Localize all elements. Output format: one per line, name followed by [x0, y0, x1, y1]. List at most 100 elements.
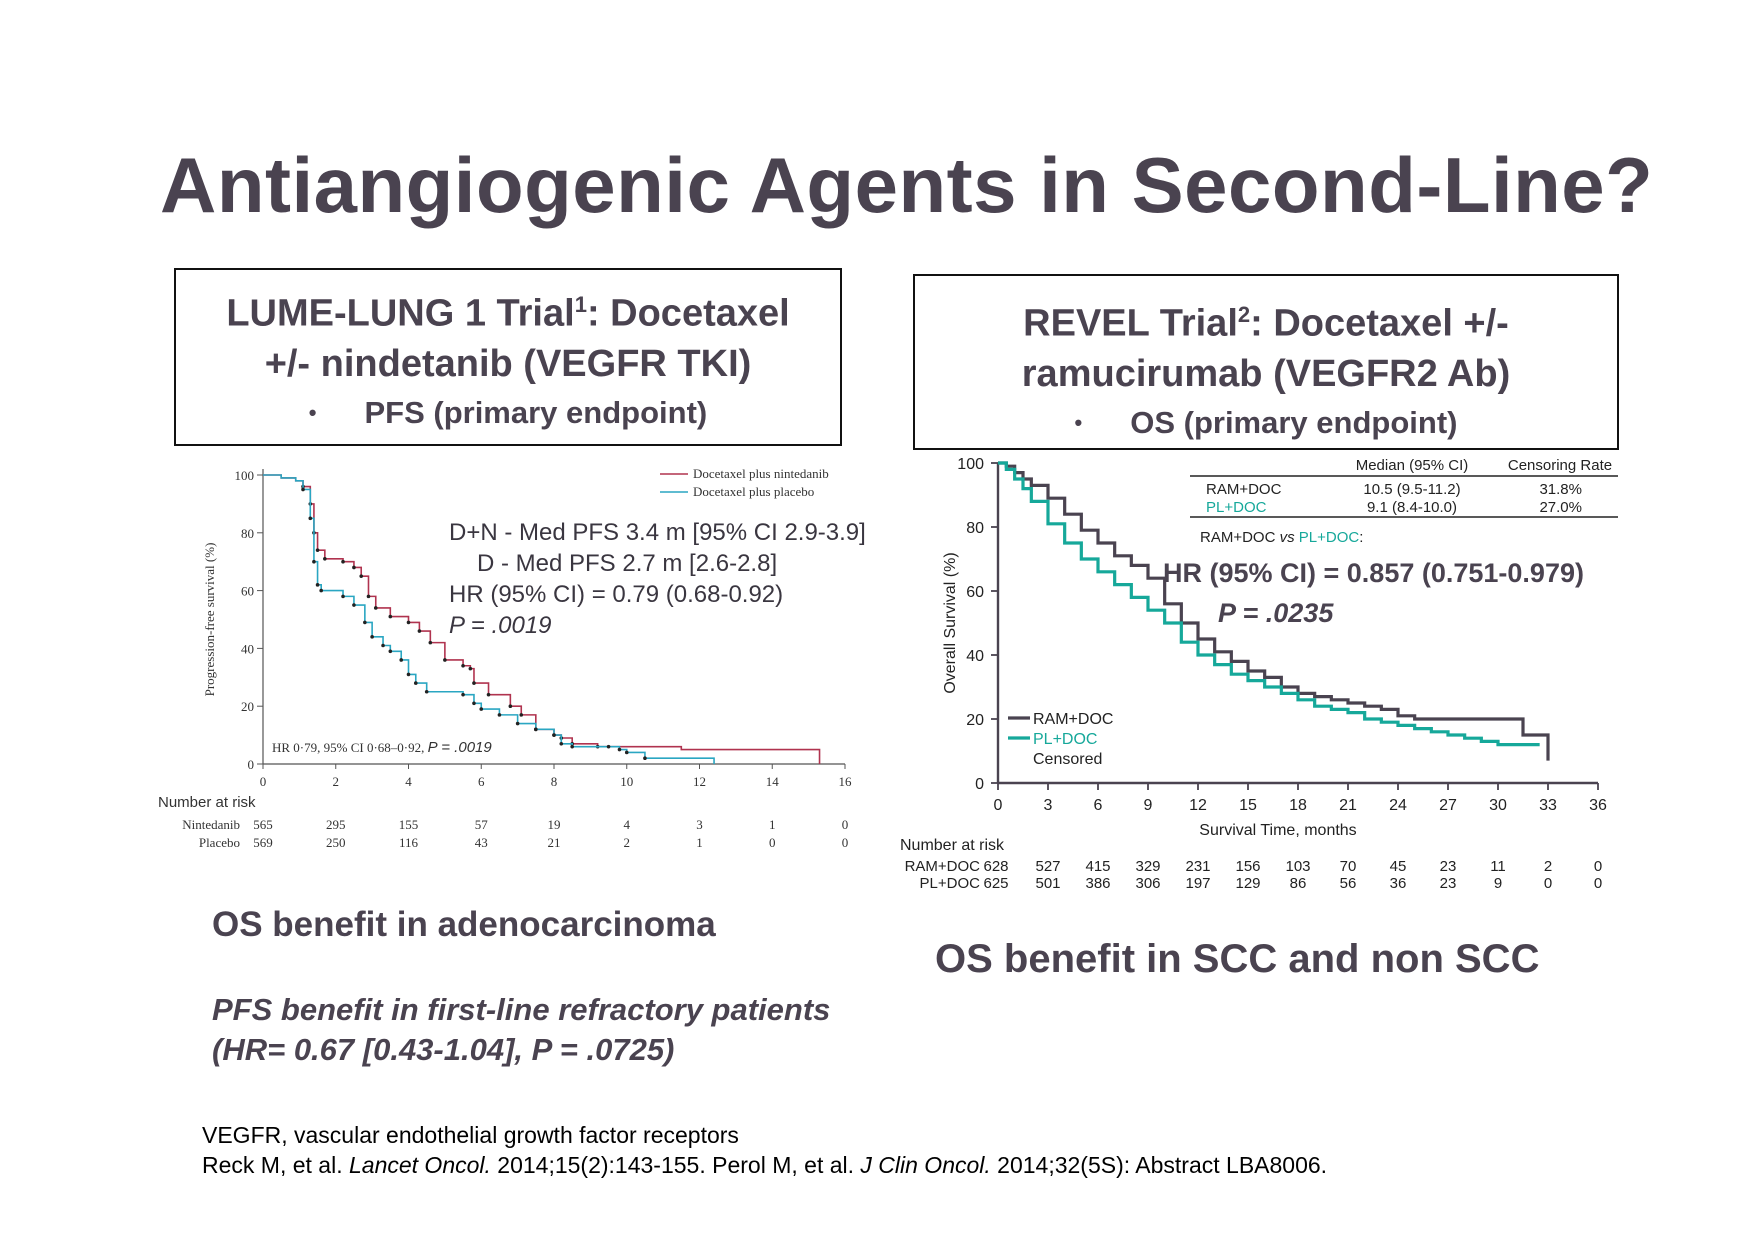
os-series-line-1 [998, 461, 1540, 747]
os-hr-text: HR (95% CI) = 0.857 (0.751-0.979) [1163, 558, 1584, 588]
pfs-censor-mark [352, 565, 356, 570]
pfs-censor-mark [399, 658, 404, 662]
pfs-censor-mark [552, 733, 556, 737]
os-y-tick-label: 0 [975, 776, 984, 793]
os-risk-value: 9 [1494, 875, 1502, 892]
pfs-censor-mark [323, 557, 327, 561]
pfs-censor-mark [443, 658, 447, 662]
os-risk-row-label: PL+DOC [920, 875, 981, 892]
revel-trial-heading: REVEL Trial2: Docetaxel +/- [915, 290, 1617, 349]
os-x-tick-label: 0 [994, 797, 1003, 814]
pfs-risk-value: 2 [624, 835, 631, 850]
pfs-censor-mark [312, 559, 316, 564]
os-risk-value: 129 [1235, 875, 1260, 892]
pfs-censor-mark [319, 588, 324, 593]
os-x-tick-label: 9 [1144, 797, 1153, 814]
pfs-censor-mark [643, 756, 647, 761]
os-table-row-rate: 27.0% [1539, 499, 1582, 516]
os-table-row-rate: 31.8% [1539, 481, 1582, 498]
pfs-risk-value: 1 [769, 817, 776, 832]
os-x-tick-label: 6 [1094, 797, 1103, 814]
os-risk-value: 625 [983, 875, 1008, 892]
os-y-tick-label: 100 [957, 456, 984, 473]
pfs-x-tick-label: 16 [839, 774, 853, 789]
pfs-risk-value: 0 [842, 835, 849, 850]
pfs-x-tick-label: 12 [693, 774, 706, 789]
os-risk-value: 0 [1544, 875, 1552, 892]
os-x-tick-label: 36 [1589, 797, 1607, 814]
pfs-y-tick-label: 20 [241, 699, 254, 714]
os-x-axis-label: Survival Time, months [1199, 822, 1356, 839]
footer-abbrev: VEGFR, vascular endothelial growth facto… [202, 1122, 739, 1148]
os-adeno-note: OS benefit in adenocarcinoma [212, 905, 716, 944]
bullet-icon: • [1074, 409, 1083, 435]
os-legend-label: RAM+DOC [1033, 711, 1113, 728]
footer-ref-journal1: Lancet Oncol. [348, 1152, 491, 1178]
os-risk-value: 628 [983, 858, 1008, 875]
pfs-risk-value: 21 [548, 835, 561, 850]
lume-lung-trial-drug: : Docetaxel [586, 292, 790, 335]
pfs-censor-mark [519, 713, 524, 717]
os-legend-label: PL+DOC [1033, 731, 1097, 748]
pfs-inline-hr-p: P = .0019 [428, 739, 493, 756]
pfs-censor-mark [617, 747, 622, 752]
os-series-line-0 [998, 461, 1550, 761]
pfs-x-tick-label: 0 [260, 774, 267, 789]
pfs-legend-label: Docetaxel plus placebo [693, 484, 814, 499]
footer-ref-b: 2014;15(2):143-155. Perol M, et al. [490, 1152, 861, 1178]
pfs-censor-mark [461, 692, 465, 697]
revel-trial-drug: : Docetaxel +/- [1250, 302, 1509, 345]
pfs-risk-value: 57 [475, 817, 489, 832]
revel-trial-name: REVEL Trial [1023, 302, 1238, 345]
os-y-tick-label: 60 [966, 584, 984, 601]
pfs-censor-mark [486, 692, 491, 697]
pfs-censor-mark [381, 643, 385, 648]
revel-endpoint-text: OS (primary endpoint) [1130, 404, 1458, 440]
pfs-x-tick-label: 10 [620, 774, 633, 789]
pfs-censor-mark [388, 649, 393, 654]
lume-lung-trial-line2: +/- nindetanib (VEGFR TKI) [264, 342, 752, 385]
pfs-censor-mark [424, 689, 429, 694]
pfs-censor-mark [515, 721, 520, 726]
os-risk-value: 0 [1594, 858, 1602, 875]
os-comparison-ram: RAM+DOC [1200, 529, 1280, 546]
pfs-censor-mark [366, 594, 371, 599]
pfs-x-tick-label: 6 [478, 774, 485, 789]
os-x-tick-label: 18 [1289, 797, 1307, 814]
os-risk-value: 45 [1390, 858, 1407, 875]
os-x-tick-label: 30 [1489, 797, 1507, 814]
footer-ref-a: Reck M, et al. [202, 1152, 349, 1178]
pfs-risk-value: 569 [253, 835, 273, 850]
pfs-y-tick-label: 0 [248, 757, 255, 772]
os-risk-value: 0 [1594, 875, 1602, 892]
pfs-censor-mark [373, 606, 378, 610]
pfs-censor-mark [479, 707, 484, 711]
os-risk-value: 36 [1390, 875, 1407, 892]
pfs-censor-mark [559, 741, 564, 746]
pfs-risk-value: 4 [624, 817, 631, 832]
os-table-header-median: Median (95% CI) [1356, 457, 1469, 474]
pfs-risk-value: 0 [842, 817, 849, 832]
pfs-y-tick-label: 40 [241, 641, 254, 656]
os-comparison-colon: : [1359, 529, 1363, 546]
os-risk-row-label: RAM+DOC [905, 858, 981, 875]
os-risk-value: 2 [1544, 858, 1552, 875]
os-comparison: RAM+DOC vs PL+DOC: [1200, 529, 1363, 546]
revel-trial-box: REVEL Trial2: Docetaxel +/- ramucirumab … [913, 274, 1619, 450]
slide-title: Antiangiogenic Agents in Second-Line? [160, 141, 1654, 229]
pfs-censor-mark [508, 704, 513, 708]
os-y-tick-label: 20 [966, 712, 984, 729]
pfs-censor-mark [468, 666, 473, 671]
pfs-censor-mark [315, 583, 320, 587]
revel-endpoint: • OS (primary endpoint) [915, 401, 1617, 448]
os-risk-value: 527 [1035, 858, 1060, 875]
revel-trial-line2: ramucirumab (VEGFR2 Ab) [1021, 352, 1511, 395]
pfs-risk-value: 19 [548, 817, 561, 832]
os-risk-value: 306 [1135, 875, 1160, 892]
pfs-x-tick-label: 4 [405, 774, 412, 789]
lume-lung-ref-sup: 1 [574, 292, 587, 317]
pfs-x-tick-label: 2 [333, 774, 340, 789]
pfs-benefit-note: PFS benefit in first-line refractory pat… [212, 990, 830, 1070]
pfs-censor-mark [315, 548, 320, 552]
pfs-stat-annotation: D+N - Med PFS 3.4 m [95% CI 2.9-3.9] [449, 519, 866, 546]
